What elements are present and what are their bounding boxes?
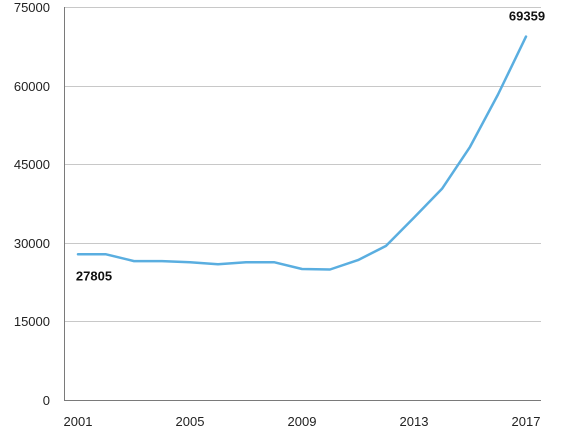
x-tick-label-2005: 2005 [176,414,205,429]
x-tick-label-2013: 2013 [400,414,429,429]
y-tick-label-75000: 75000 [14,0,50,15]
axes [64,7,541,401]
x-tick-label-2017: 2017 [512,414,541,429]
y-tick-label-45000: 45000 [14,157,50,172]
series-group [76,35,528,271]
y-tick-label-15000: 15000 [14,314,50,329]
y-tick-label-30000: 30000 [14,236,50,251]
data-labels: 27805 69359 [76,9,545,284]
data-label-27805: 27805 [76,268,112,283]
data-label-69359: 69359 [509,9,545,24]
series-line-0 [76,35,528,271]
x-tick-label-2001: 2001 [64,414,93,429]
y-tick-label-0: 0 [43,393,50,408]
x-tick-labels: 2001 2005 2009 2013 2017 [64,414,541,429]
gridlines [64,7,541,322]
y-tick-label-60000: 60000 [14,79,50,94]
y-tick-labels: 0 15000 30000 45000 60000 75000 [14,0,50,408]
x-tick-label-2009: 2009 [288,414,317,429]
